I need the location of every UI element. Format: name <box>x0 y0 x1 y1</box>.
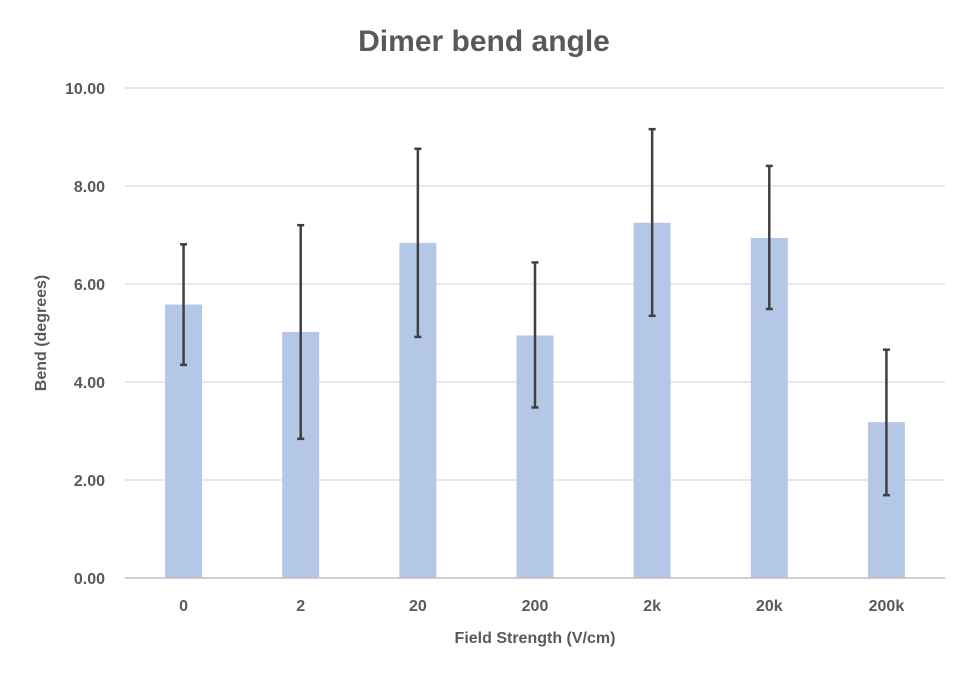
y-tick-label: 4.00 <box>74 375 105 392</box>
x-tick-label: 0 <box>179 598 188 615</box>
y-tick-label: 2.00 <box>74 473 105 490</box>
x-tick-label: 2k <box>643 598 661 615</box>
x-tick-label: 20k <box>756 598 783 615</box>
error-bar <box>765 164 773 311</box>
y-tick-label: 0.00 <box>74 571 105 588</box>
x-tick-label: 20 <box>409 598 427 615</box>
x-tick-label: 200k <box>869 598 905 615</box>
x-axis-title: Field Strength (V/cm) <box>455 630 616 647</box>
y-axis-title: Bend (degrees) <box>33 275 50 391</box>
error-bar <box>180 243 188 367</box>
error-bar <box>531 261 539 409</box>
x-axis-tick-labels: 0 2 20 200 2k 20k 200k <box>179 598 904 615</box>
y-tick-label: 6.00 <box>74 277 105 294</box>
error-bars <box>180 127 890 497</box>
y-tick-label: 8.00 <box>74 179 105 196</box>
error-bar <box>882 348 890 497</box>
error-bar <box>414 147 422 339</box>
error-bar <box>648 127 656 318</box>
y-tick-label: 10.00 <box>65 81 105 98</box>
y-axis-tick-labels: 0.00 2.00 4.00 6.00 8.00 10.00 <box>65 81 105 588</box>
error-bar <box>297 223 305 441</box>
x-tick-label: 200 <box>522 598 549 615</box>
bars <box>165 222 905 578</box>
chart-title: Dimer bend angle <box>358 25 610 58</box>
x-tick-label: 2 <box>296 598 305 615</box>
